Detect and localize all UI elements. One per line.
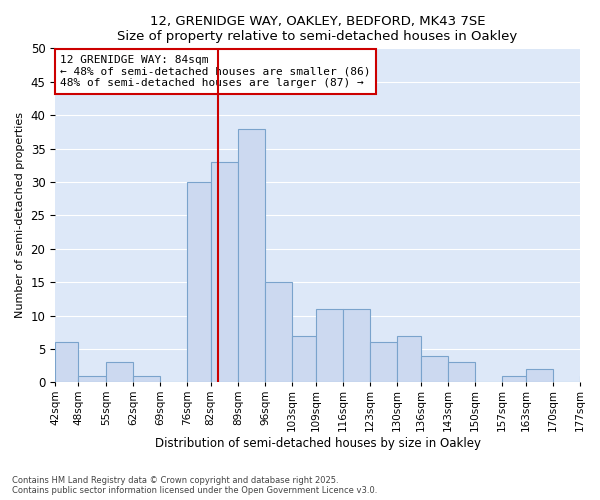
Bar xyxy=(421,356,448,382)
Y-axis label: Number of semi-detached properties: Number of semi-detached properties xyxy=(15,112,25,318)
Bar xyxy=(316,309,343,382)
Bar xyxy=(55,342,79,382)
Bar xyxy=(448,362,475,382)
Bar xyxy=(238,128,265,382)
Bar xyxy=(79,376,106,382)
Bar xyxy=(133,376,160,382)
Bar xyxy=(526,369,553,382)
X-axis label: Distribution of semi-detached houses by size in Oakley: Distribution of semi-detached houses by … xyxy=(155,437,481,450)
Text: 12 GRENIDGE WAY: 84sqm
← 48% of semi-detached houses are smaller (86)
48% of sem: 12 GRENIDGE WAY: 84sqm ← 48% of semi-det… xyxy=(61,55,371,88)
Bar xyxy=(343,309,370,382)
Bar xyxy=(211,162,238,382)
Bar xyxy=(580,376,600,382)
Bar xyxy=(502,376,526,382)
Bar xyxy=(370,342,397,382)
Bar xyxy=(397,336,421,382)
Title: 12, GRENIDGE WAY, OAKLEY, BEDFORD, MK43 7SE
Size of property relative to semi-de: 12, GRENIDGE WAY, OAKLEY, BEDFORD, MK43 … xyxy=(118,15,518,43)
Bar xyxy=(292,336,316,382)
Bar xyxy=(265,282,292,382)
Bar xyxy=(187,182,211,382)
Text: Contains HM Land Registry data © Crown copyright and database right 2025.
Contai: Contains HM Land Registry data © Crown c… xyxy=(12,476,377,495)
Bar xyxy=(106,362,133,382)
